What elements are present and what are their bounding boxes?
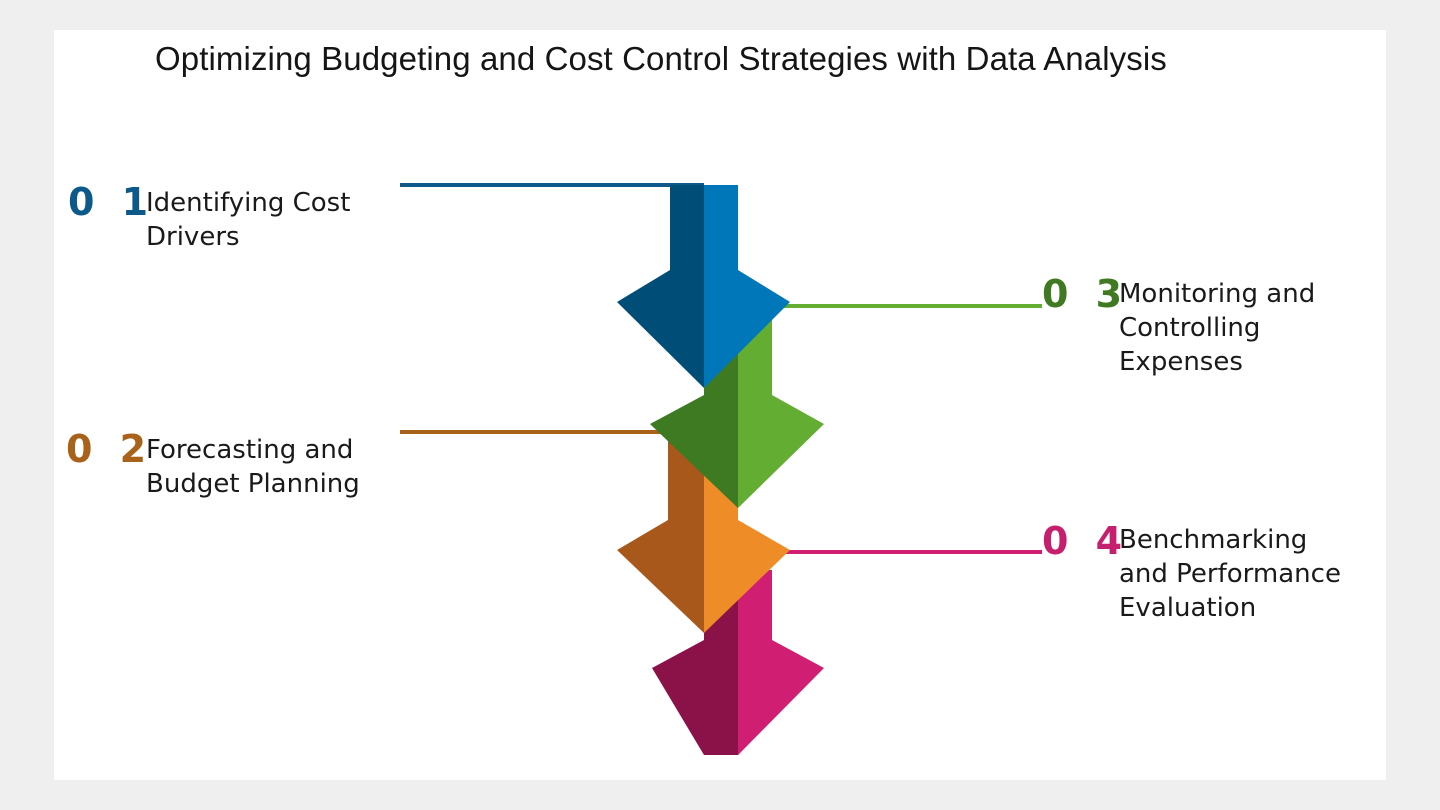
step-label-01: Identifying Cost Drivers [146, 186, 350, 254]
step-label-01-line1: Identifying Cost [146, 188, 351, 218]
page-title: Optimizing Budgeting and Cost Control St… [155, 40, 1167, 77]
step-label-03: Monitoring and Controlling Expenses [1119, 277, 1315, 379]
step-label-02: Forecasting and Budget Planning [146, 433, 360, 501]
step-label-03-line1: Monitoring and [1119, 279, 1316, 309]
step-label-03-line2: Controlling [1119, 313, 1261, 343]
arrow-04-icon [652, 570, 824, 755]
step-number-03: 0 3 [1042, 272, 1130, 316]
step-label-02-line2: Budget Planning [146, 469, 360, 499]
step-number-04: 0 4 [1042, 519, 1130, 563]
step-label-02-line1: Forecasting and [146, 435, 354, 465]
step-label-04-line1: Benchmarking [1119, 525, 1308, 555]
step-label-01-line2: Drivers [146, 222, 240, 252]
step-label-04-line2: and Performance [1119, 559, 1341, 589]
step-label-04: Benchmarking and Performance Evaluation [1119, 523, 1341, 625]
step-number-01: 0 1 [68, 180, 156, 224]
step-label-04-line3: Evaluation [1119, 593, 1257, 623]
step-label-03-line3: Expenses [1119, 347, 1243, 377]
step-number-02: 0 2 [66, 427, 154, 471]
arrow-01-icon [617, 185, 790, 388]
